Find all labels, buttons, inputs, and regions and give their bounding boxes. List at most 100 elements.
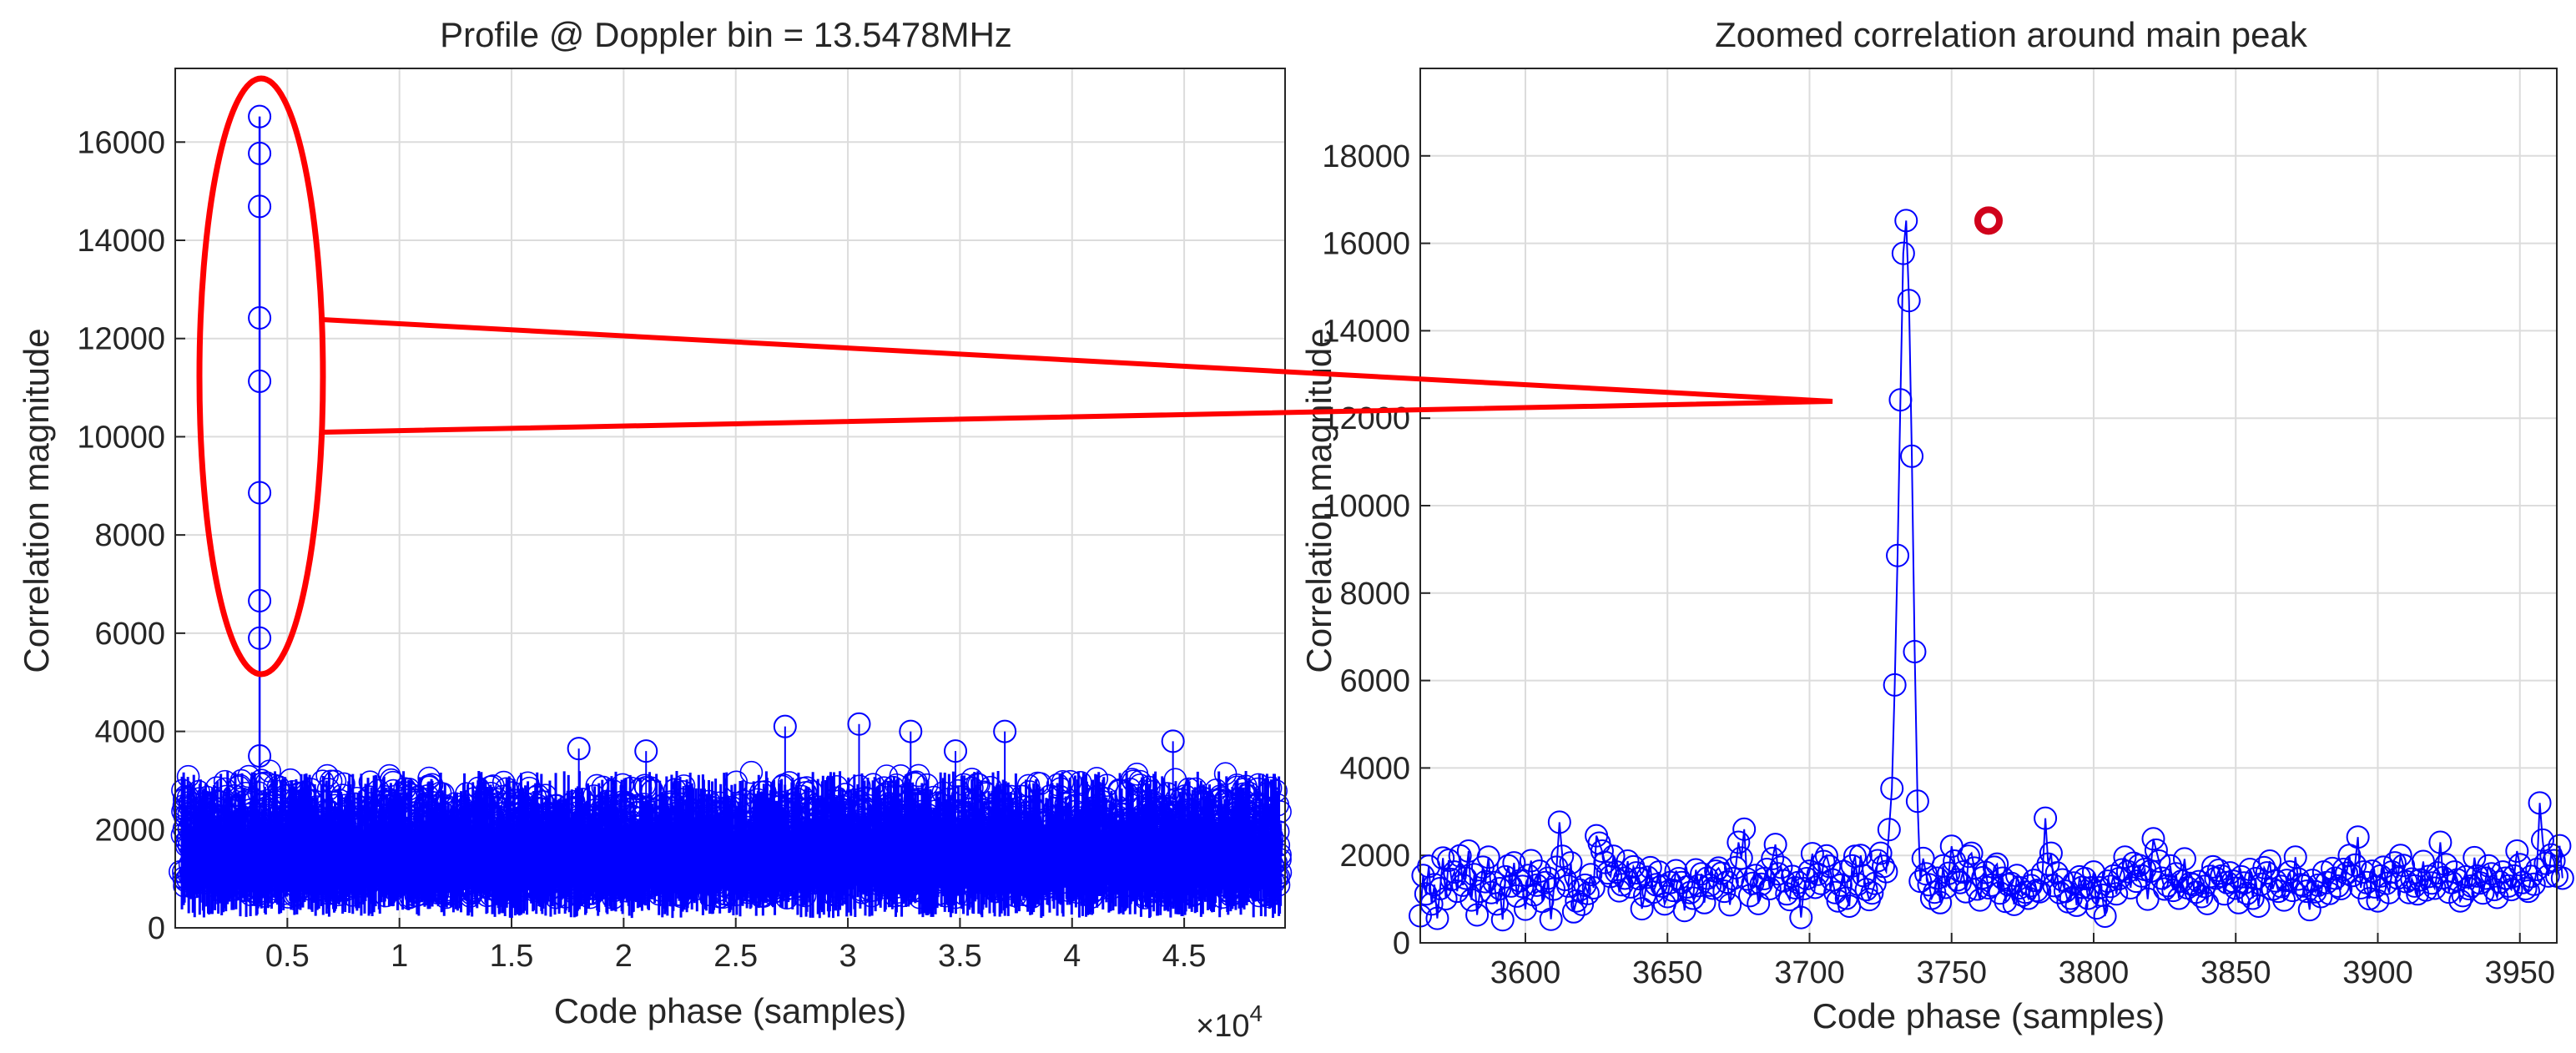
left-data-point [798, 842, 821, 866]
left-data-point [1236, 826, 1260, 850]
left-data-point [387, 793, 411, 816]
left-data-point [979, 801, 1003, 825]
left-notable-point [567, 737, 591, 761]
left-data-point [187, 871, 211, 894]
right-data-point [2113, 845, 2137, 869]
right-data-point [1900, 444, 1924, 468]
left-peak-point [248, 626, 272, 650]
left-data-point [830, 794, 854, 818]
left-data-point [1248, 884, 1271, 908]
left-data-point [648, 804, 673, 829]
left-data-point [580, 868, 604, 891]
right-data-point [2096, 869, 2120, 894]
left-x-axis-label: Code phase (samples) [554, 991, 907, 1030]
left-data-point [769, 794, 792, 819]
left-x-tick-label: 2.5 [713, 939, 758, 974]
right-data-point [1581, 875, 1606, 899]
left-data-point [829, 806, 854, 830]
left-notable-point [847, 712, 871, 736]
right-data-point [2340, 864, 2364, 888]
left-data-point [1165, 854, 1188, 878]
right-data-point [1761, 846, 1785, 870]
left-data-point [880, 863, 905, 886]
left-data-point [477, 877, 501, 900]
left-data-point [1191, 861, 1215, 884]
left-data-point [451, 872, 474, 896]
right-axes-box [1419, 68, 2558, 944]
right-y-tick-label: 4000 [1339, 751, 1410, 786]
left-data-point [748, 798, 772, 822]
left-data-point [209, 834, 234, 859]
right-data-point [2042, 874, 2066, 898]
left-data-point [640, 874, 663, 898]
left-data-point [173, 804, 197, 828]
left-data-point [381, 770, 405, 794]
right-y-tick-label: 0 [1393, 926, 1410, 961]
left-data-point [466, 776, 490, 800]
left-data-point [1056, 879, 1080, 902]
left-data-point [781, 841, 805, 865]
left-data-point [564, 883, 588, 907]
left-data-point [921, 816, 945, 840]
left-data-point [1189, 864, 1212, 888]
left-data-point [273, 881, 297, 905]
left-data-point [506, 865, 530, 889]
left-data-point [612, 874, 636, 899]
left-data-point [756, 878, 780, 901]
left-data-point [875, 813, 900, 836]
left-data-point [985, 879, 1008, 904]
right-data-point [1636, 865, 1660, 889]
left-data-point [1256, 805, 1280, 829]
left-data-point [434, 885, 458, 909]
left-data-point [495, 869, 518, 893]
left-data-point [523, 785, 547, 809]
right-data-point [1656, 884, 1680, 909]
left-peak-point [248, 104, 272, 128]
right-data-point [1933, 875, 1958, 899]
left-data-point [1243, 827, 1268, 851]
left-chart: Profile @ Doppler bin = 13.5478MHz 0.5 1 1… [17, 15, 1293, 1044]
left-data-point [860, 839, 884, 863]
right-data-point [2016, 886, 2040, 910]
right-x-tick-label: 3850 [2200, 955, 2271, 990]
left-data-point [459, 881, 483, 905]
left-data-point [764, 804, 789, 828]
left-data-point [342, 834, 366, 858]
left-y-tick-label: 16000 [77, 125, 165, 160]
left-data-point [960, 776, 984, 800]
right-data-point [2144, 838, 2168, 862]
right-data-point [1488, 877, 1512, 901]
left-data-point [396, 849, 421, 874]
right-data-point [1513, 897, 1537, 921]
left-peak-point [248, 369, 272, 393]
left-data-point [1051, 842, 1075, 865]
right-data-point [1616, 849, 1640, 874]
left-data-point [479, 793, 503, 817]
right-data-point [2281, 879, 2305, 903]
left-data-point [210, 818, 234, 842]
right-data-point [1891, 241, 1915, 265]
left-data-point [1082, 845, 1107, 869]
left-y-tick-label: 6000 [94, 617, 165, 652]
right-data-point [1624, 861, 1648, 885]
right-data-point [2232, 871, 2256, 895]
right-data-point [2272, 888, 2296, 912]
left-data-point [1223, 855, 1247, 879]
right-data-point [2010, 883, 2034, 907]
left-data-point [372, 804, 396, 827]
left-data-point [492, 825, 516, 849]
left-data-point [900, 866, 924, 890]
left-data-point [929, 792, 952, 816]
left-data-point [507, 879, 531, 903]
right-data-point [1502, 851, 1526, 875]
right-data-point [1905, 789, 1929, 814]
left-data-point [419, 864, 443, 888]
left-data-point [516, 771, 540, 795]
right-data-point [1528, 859, 1552, 884]
right-data-point [2451, 884, 2475, 908]
left-data-point [1088, 871, 1112, 895]
left-data-point [723, 805, 748, 829]
right-data-point [1547, 810, 1571, 834]
right-data-point [2291, 874, 2316, 898]
left-data-point [1107, 778, 1131, 802]
